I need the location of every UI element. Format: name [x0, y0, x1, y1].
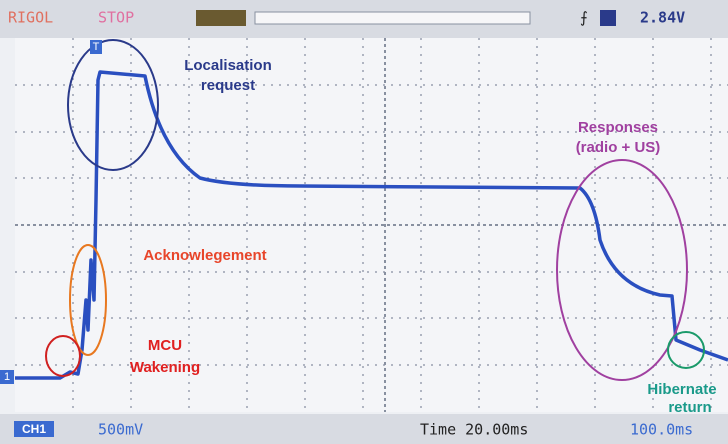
channel-marker-box	[0, 370, 14, 384]
highlight-responses	[556, 159, 688, 381]
trigger-marker-box	[90, 40, 102, 54]
timebase: Time 20.00ms	[420, 421, 528, 439]
annotation: request	[201, 77, 255, 94]
memory-bar	[196, 10, 246, 26]
trigger-level: 2.84V	[640, 9, 685, 27]
annotation: Acknowlegement	[143, 247, 266, 264]
waveform	[15, 70, 728, 380]
annotation: (radio + US)	[576, 139, 661, 156]
channel-box	[14, 421, 54, 437]
highlight-ack	[69, 244, 107, 356]
footer-bar	[0, 414, 728, 444]
annotation: return	[668, 399, 711, 416]
brand: RIGOL	[8, 9, 53, 27]
channel: CH1	[22, 422, 46, 436]
channel-marker: 1	[4, 371, 10, 383]
highlight-localisation	[67, 39, 159, 171]
annotation: Responses	[578, 119, 658, 136]
trigger-edge: ⨍	[580, 9, 588, 27]
position-bar	[254, 11, 531, 25]
annotation: Wakening	[130, 359, 200, 376]
highlight-hibernate	[667, 331, 705, 369]
run-state: STOP	[98, 9, 134, 27]
annotation: Hibernate	[647, 381, 716, 398]
annotation: MCU	[148, 337, 182, 354]
volts-div: 500mV	[98, 421, 143, 439]
trigger-marker: T	[93, 41, 100, 53]
offset: 100.0ms	[630, 421, 693, 439]
trigger-source	[600, 10, 616, 26]
highlight-wakening	[45, 335, 81, 377]
annotation: Localisation	[184, 57, 272, 74]
